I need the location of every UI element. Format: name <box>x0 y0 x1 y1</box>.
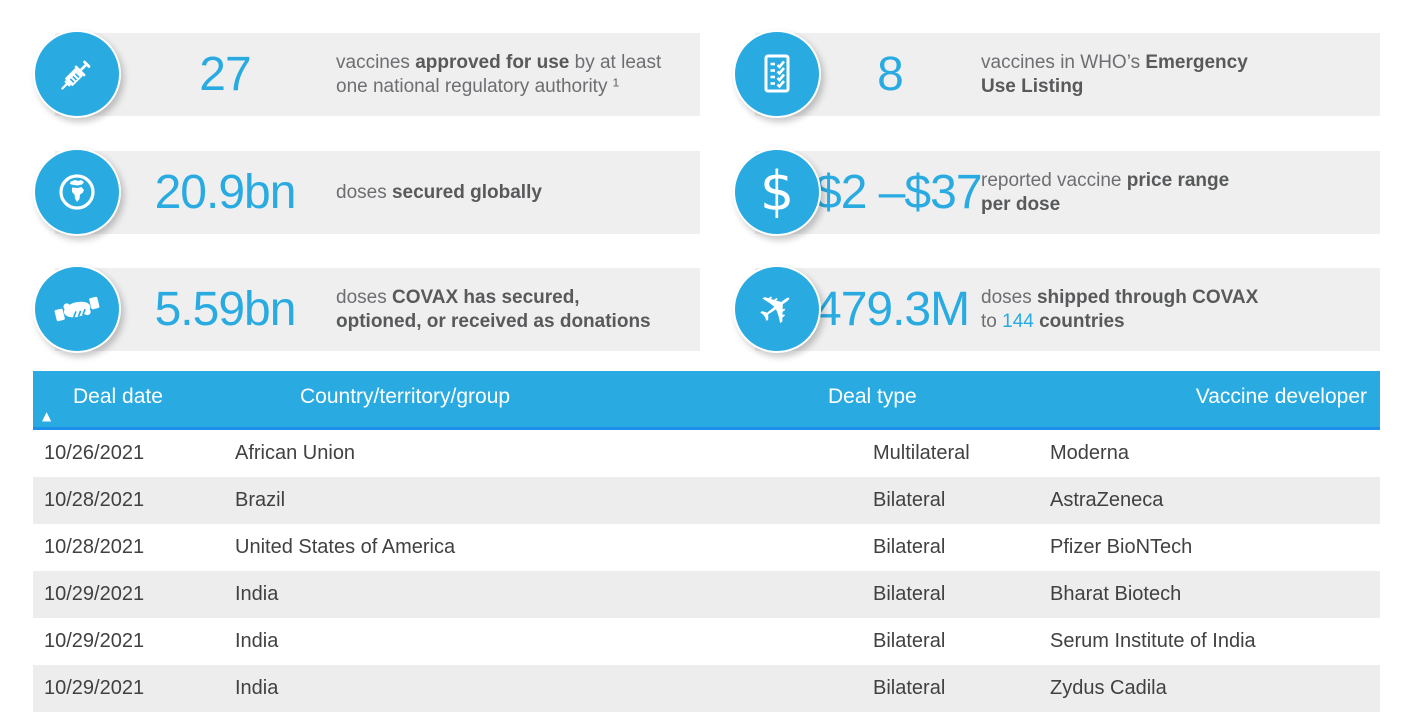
stat-icon-badge <box>733 30 821 118</box>
column-header-developer[interactable]: Vaccine developer <box>1195 385 1367 408</box>
stat-icon-badge <box>33 265 121 353</box>
column-header-deal-date[interactable]: Deal date <box>73 385 163 408</box>
stat-card-secured-globally: 20.9bn doses secured globally <box>33 148 700 236</box>
plane-icon: ✈ <box>746 277 807 341</box>
cell-developer: Pfizer BioNTech <box>1050 536 1193 558</box>
desc-segment: optioned, or received as donations <box>336 310 651 332</box>
cell-developer: Serum Institute of India <box>1050 630 1256 652</box>
cell-developer: Moderna <box>1050 442 1129 464</box>
stat-value: 27 <box>199 48 251 101</box>
cell-country: India <box>235 677 279 699</box>
stat-card-who-eul: 8 vaccines in WHO’s Emergency Use Listin… <box>733 30 1380 118</box>
stat-icon-badge: ✈ <box>733 265 821 353</box>
cell-country: United States of America <box>235 536 456 558</box>
desc-segment: doses <box>981 286 1037 308</box>
desc-segment: secured globally <box>391 181 542 203</box>
stat-description: vaccines approved for use by at least on… <box>336 51 661 99</box>
cell-deal-type: Bilateral <box>873 536 946 558</box>
table-row[interactable]: 10/29/2021 India Bilateral Bharat Biotec… <box>33 571 1380 618</box>
stat-card-covax-secured: 5.59bn doses COVAX has secured, optioned… <box>33 265 700 353</box>
cell-country: India <box>235 583 279 605</box>
cell-deal-date: 10/28/2021 <box>44 489 145 511</box>
desc-segment: vaccines <box>336 51 416 73</box>
table-row[interactable]: 10/29/2021 India Bilateral Serum Institu… <box>33 618 1380 665</box>
cell-deal-type: Bilateral <box>873 489 946 511</box>
cell-country: India <box>235 630 279 652</box>
desc-segment: by at least <box>569 51 662 73</box>
cell-deal-date: 10/26/2021 <box>44 442 145 464</box>
stat-description: doses shipped through COVAX to 144 count… <box>981 286 1258 334</box>
desc-segment: doses <box>336 286 392 308</box>
table-row[interactable]: 10/26/2021 African Union Multilateral Mo… <box>33 430 1380 477</box>
table-row[interactable]: 10/28/2021 United States of America Bila… <box>33 524 1380 571</box>
column-header-country[interactable]: Country/territory/group <box>300 385 511 408</box>
desc-segment: to <box>981 310 1003 332</box>
desc-segment: Use Listing <box>981 75 1084 97</box>
cell-country: Brazil <box>235 489 286 511</box>
stat-value: 479.3M <box>815 283 970 336</box>
desc-segment: one national regulatory authority ¹ <box>336 75 620 97</box>
desc-segment: vaccines in WHO’s <box>981 51 1146 73</box>
desc-segment: COVAX has secured, <box>391 286 580 308</box>
cell-developer: AstraZeneca <box>1050 489 1164 511</box>
stat-icon-badge <box>33 148 121 236</box>
desc-segment: shipped through COVAX <box>1036 286 1259 308</box>
stat-description: vaccines in WHO’s Emergency Use Listing <box>981 51 1248 99</box>
cell-deal-date: 10/29/2021 <box>44 677 145 699</box>
stat-card-covax-shipped: ✈ 479.3M doses shipped through COVAX to … <box>733 265 1380 353</box>
desc-segment: countries <box>1033 310 1125 332</box>
stat-value: 20.9bn <box>154 166 297 219</box>
desc-segment: doses <box>336 181 392 203</box>
desc-segment: Emergency <box>1145 51 1248 73</box>
stat-description: doses COVAX has secured, optioned, or re… <box>336 286 651 334</box>
stat-icon-badge <box>33 30 121 118</box>
table-row[interactable]: 10/29/2021 India Bilateral Zydus Cadila <box>33 665 1380 712</box>
sort-ascending-icon[interactable]: ▲ <box>42 409 52 423</box>
cell-deal-date: 10/28/2021 <box>44 536 145 558</box>
desc-segment: reported vaccine <box>981 169 1127 191</box>
desc-segment: per dose <box>981 193 1061 215</box>
cell-developer: Zydus Cadila <box>1050 677 1167 699</box>
stat-value: $2 –$37 <box>815 166 983 219</box>
stat-card-approved: 27 vaccines approved for use by at least… <box>33 30 700 118</box>
stat-description: reported vaccine price range per dose <box>981 169 1229 217</box>
cell-deal-type: Bilateral <box>873 630 946 652</box>
stat-value: 5.59bn <box>154 283 297 336</box>
column-header-deal-type[interactable]: Deal type <box>828 385 917 408</box>
cell-deal-type: Bilateral <box>873 677 946 699</box>
stat-description: doses secured globally <box>336 181 542 205</box>
desc-segment: price range <box>1126 169 1230 191</box>
cell-deal-type: Multilateral <box>873 442 970 464</box>
syringe-icon <box>60 60 91 90</box>
desc-segment: 144 <box>1002 310 1034 332</box>
cell-deal-type: Bilateral <box>873 583 946 605</box>
desc-segment: approved for use <box>415 51 570 73</box>
cell-country: African Union <box>235 442 356 464</box>
dollar-icon: $ <box>759 160 795 223</box>
stat-card-price-range: $ $2 –$37 reported vaccine price range p… <box>733 148 1380 236</box>
checklist-icon <box>764 54 790 93</box>
handshake-icon <box>54 296 100 322</box>
cell-deal-date: 10/29/2021 <box>44 583 145 605</box>
table-header: ▲ Deal date Country/territory/group Deal… <box>33 371 1380 430</box>
stat-value: 8 <box>877 48 904 101</box>
cell-deal-date: 10/29/2021 <box>44 630 145 652</box>
deals-table: ▲ Deal date Country/territory/group Deal… <box>33 371 1380 712</box>
globe-icon <box>59 174 95 210</box>
stat-icon-badge: $ <box>733 148 821 236</box>
cell-developer: Bharat Biotech <box>1050 583 1182 605</box>
table-row[interactable]: 10/28/2021 Brazil Bilateral AstraZeneca <box>33 477 1380 524</box>
